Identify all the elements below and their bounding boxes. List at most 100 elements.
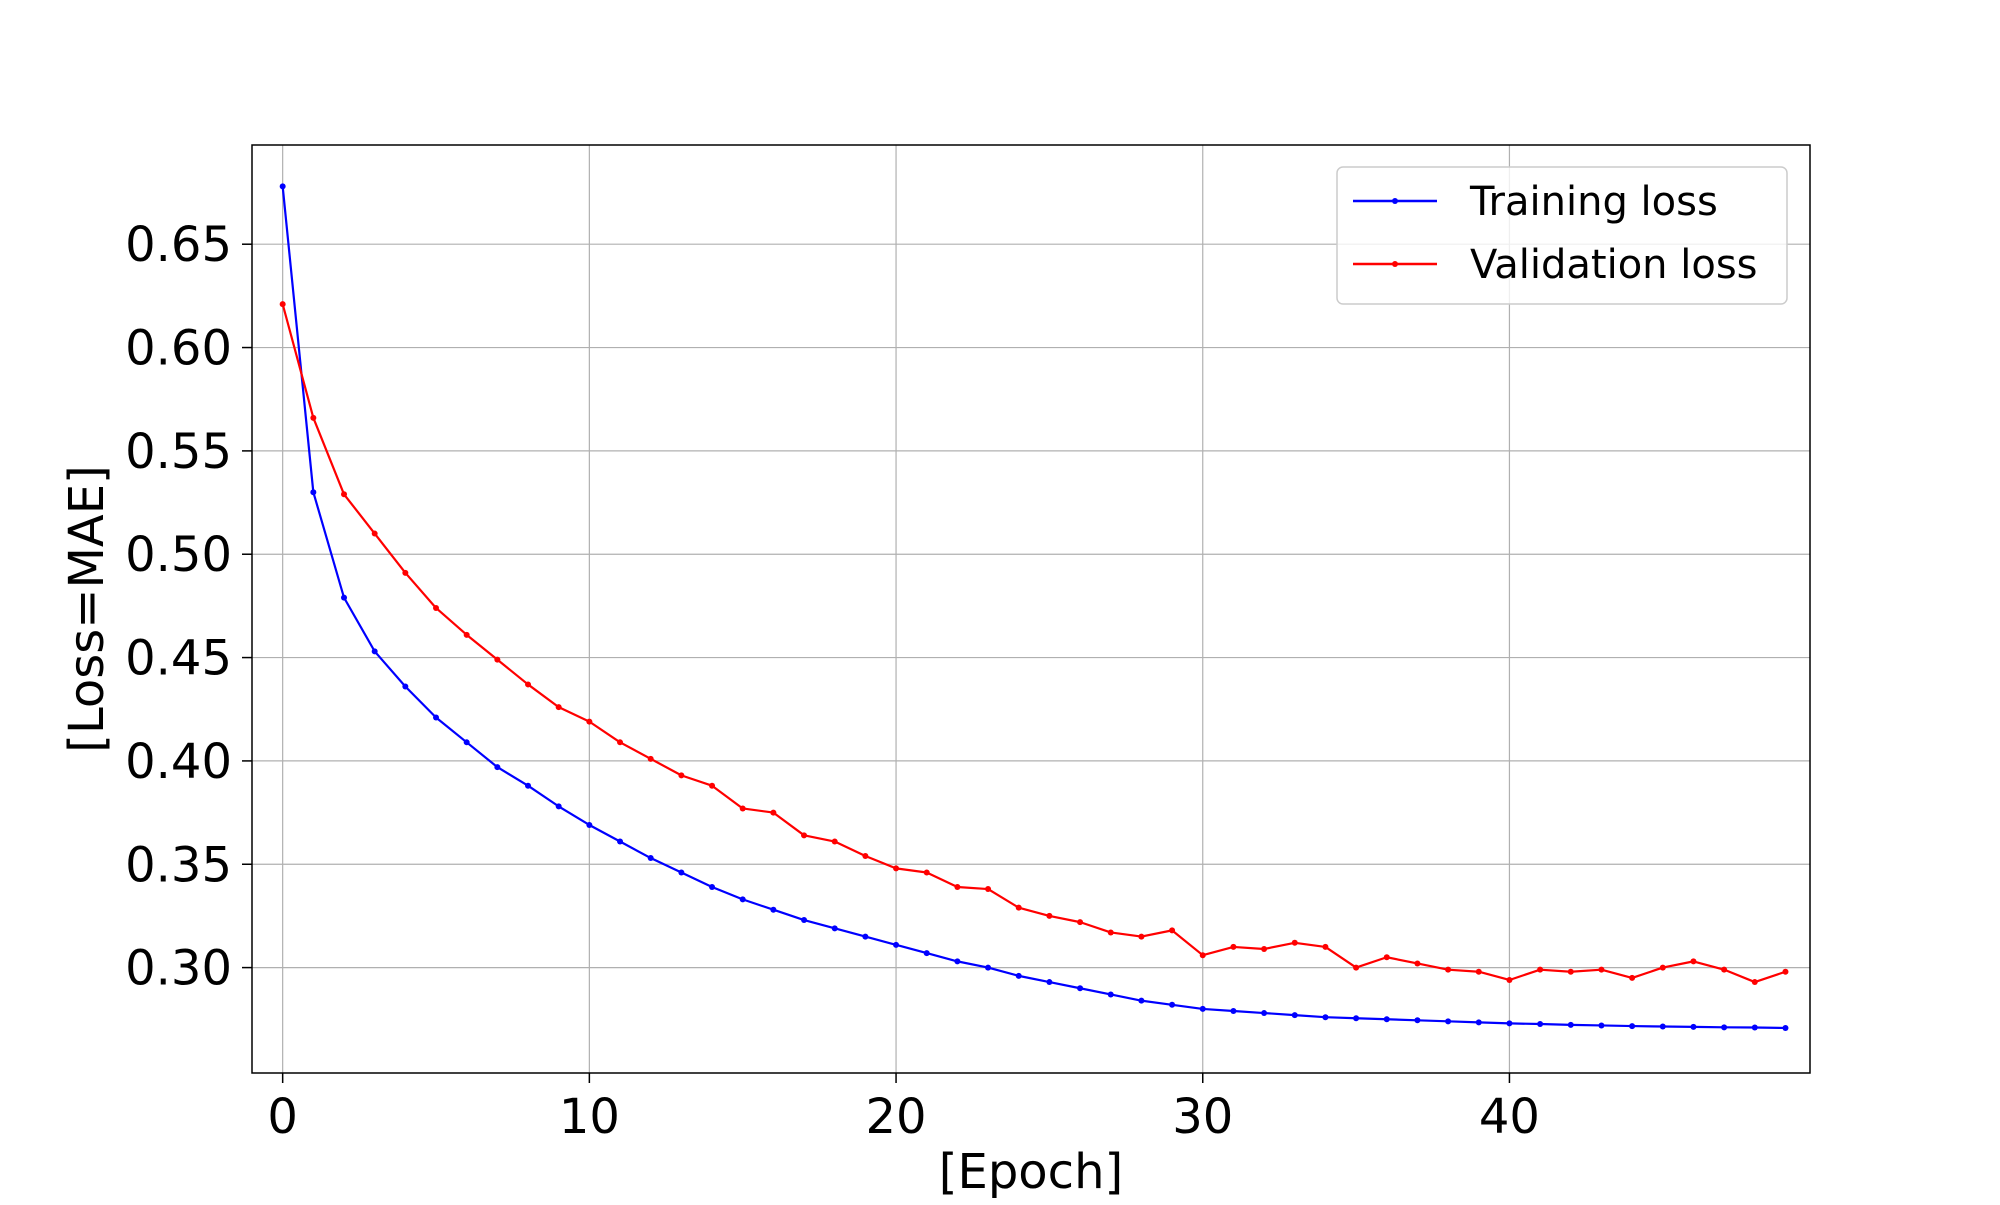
data-point-validation <box>1659 964 1666 971</box>
y-axis-label: [Loss=MAE] <box>59 465 115 753</box>
data-point-training <box>1475 1019 1482 1026</box>
data-point-validation <box>739 805 746 812</box>
data-point-validation <box>1475 968 1482 975</box>
data-point-validation <box>1015 904 1022 911</box>
data-point-training <box>831 925 838 932</box>
data-point-training <box>341 594 348 601</box>
data-point-training <box>954 958 961 965</box>
data-point-validation <box>1077 919 1084 926</box>
legend-label-training: Training loss <box>1469 179 1718 225</box>
data-point-training <box>1751 1024 1758 1031</box>
data-point-training <box>1046 979 1053 986</box>
data-point-validation <box>1445 966 1452 973</box>
data-point-training <box>770 906 777 913</box>
x-axis-label: [Epoch] <box>939 1144 1123 1200</box>
series-line-training <box>281 186 1786 1030</box>
data-point-training <box>279 183 286 190</box>
data-point-validation <box>310 414 317 421</box>
legend-marker-validation <box>1392 261 1398 267</box>
data-point-validation <box>1414 960 1421 967</box>
data-point-validation <box>770 809 777 816</box>
data-point-validation <box>1506 976 1513 983</box>
legend-box <box>1336 166 1788 305</box>
data-point-training <box>801 917 808 924</box>
data-point-validation <box>433 604 440 611</box>
data-point-validation <box>1353 964 1360 971</box>
data-point-training <box>1077 985 1084 992</box>
data-point-training <box>1782 1024 1789 1031</box>
data-point-validation <box>1782 968 1789 975</box>
data-point-training <box>1322 1014 1329 1021</box>
plot-frame <box>251 144 1811 1074</box>
data-point-validation <box>463 631 470 638</box>
data-point-training <box>1598 1022 1605 1029</box>
data-point-training <box>1659 1023 1666 1030</box>
data-point-training <box>463 739 470 746</box>
data-point-validation <box>341 491 348 498</box>
y-tick-label: 0.60 <box>125 321 232 377</box>
data-point-training <box>1291 1012 1298 1019</box>
data-point-training <box>1721 1024 1728 1031</box>
data-point-validation <box>1537 966 1544 973</box>
data-point-validation <box>1383 954 1390 961</box>
data-point-validation <box>1690 958 1697 965</box>
legend-marker-training <box>1392 198 1398 204</box>
data-point-validation <box>678 772 685 779</box>
data-point-training <box>494 764 501 771</box>
data-point-training <box>1107 991 1114 998</box>
data-point-validation <box>371 530 378 537</box>
legend: Training loss Validation loss <box>1336 166 1788 305</box>
data-point-training <box>985 964 992 971</box>
y-tick-label: 0.35 <box>125 837 232 893</box>
data-point-validation <box>1230 943 1237 950</box>
data-point-training <box>555 803 562 810</box>
y-tick-label: 0.55 <box>125 424 232 480</box>
data-point-training <box>678 869 685 876</box>
data-point-training <box>1414 1017 1421 1024</box>
legend-label-validation: Validation loss <box>1470 242 1758 288</box>
data-point-validation <box>1107 929 1114 936</box>
data-point-training <box>647 855 654 862</box>
data-point-training <box>923 950 930 957</box>
data-point-validation <box>954 883 961 890</box>
data-point-training <box>1261 1010 1268 1017</box>
y-tick-label: 0.40 <box>125 734 232 790</box>
data-point-training <box>709 883 716 890</box>
data-point-validation <box>647 755 654 762</box>
data-point-validation <box>1138 933 1145 940</box>
x-tick-label: 30 <box>1172 1089 1233 1145</box>
x-tick-label: 40 <box>1479 1089 1540 1145</box>
data-point-training <box>371 648 378 655</box>
data-point-training <box>433 714 440 721</box>
x-tick-label: 10 <box>559 1089 620 1145</box>
data-point-training <box>402 683 409 690</box>
data-point-validation <box>1291 939 1298 946</box>
data-point-validation <box>985 886 992 893</box>
y-tick-label: 0.65 <box>125 217 232 273</box>
data-point-validation <box>402 569 409 576</box>
data-point-training <box>1169 1001 1176 1008</box>
data-point-training <box>1629 1023 1636 1030</box>
data-point-validation <box>831 838 838 845</box>
data-point-validation <box>1751 979 1758 986</box>
x-tick-label: 0 <box>267 1089 298 1145</box>
data-point-training <box>1383 1016 1390 1023</box>
data-point-training <box>1230 1007 1237 1014</box>
data-point-training <box>1199 1005 1206 1012</box>
data-point-validation <box>279 301 286 308</box>
data-point-validation <box>1046 912 1053 919</box>
y-tick-label: 0.50 <box>125 527 232 583</box>
data-point-validation <box>1629 974 1636 981</box>
data-point-validation <box>617 739 624 746</box>
data-point-training <box>1015 972 1022 979</box>
data-point-training <box>1353 1015 1360 1022</box>
data-point-validation <box>801 832 808 839</box>
data-point-validation <box>1169 927 1176 934</box>
data-point-validation <box>586 718 593 725</box>
x-tick-label: 20 <box>866 1089 927 1145</box>
data-point-validation <box>525 681 532 688</box>
tick-layer: 0 10 20 30 40 0.30 0.35 0.40 0.45 0.50 0.55 0.60 0.6… <box>125 217 1540 1145</box>
data-point-validation <box>1721 966 1728 973</box>
